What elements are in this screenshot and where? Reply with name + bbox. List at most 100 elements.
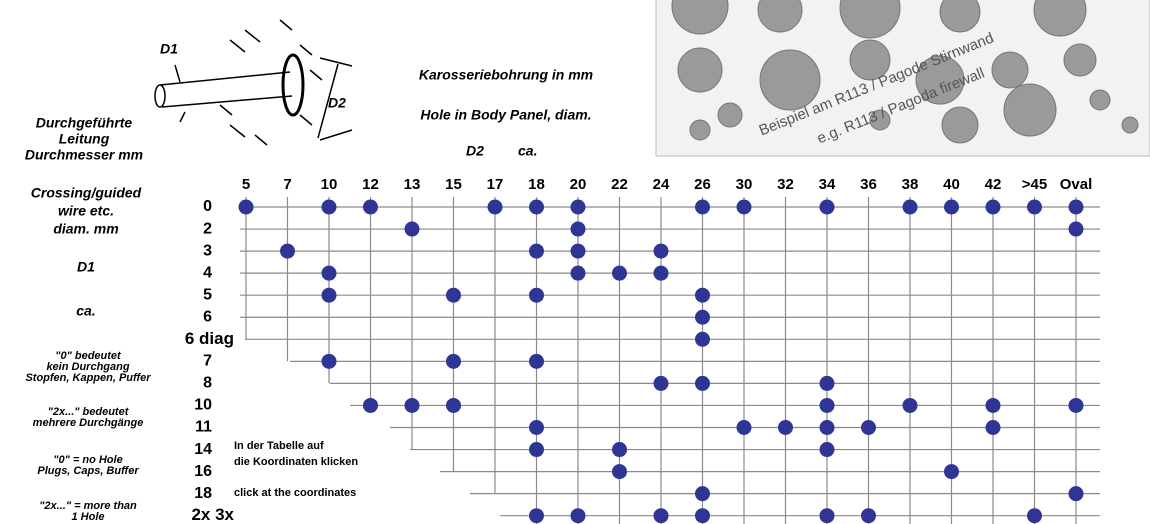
column-label: 22 — [611, 176, 628, 193]
column-label: 24 — [653, 176, 670, 193]
row-label: 16 — [194, 463, 212, 480]
coordinate-dot[interactable] — [280, 243, 295, 259]
coordinate-dot[interactable] — [985, 420, 1001, 435]
coordinate-dot[interactable] — [404, 221, 420, 237]
illustration — [154, 19, 353, 146]
wire-caption-line: Durchgeführte — [36, 115, 133, 131]
ca-row-caption: ca. — [76, 303, 95, 319]
coordinate-dot[interactable] — [570, 221, 586, 237]
coordinate-dot[interactable] — [778, 420, 793, 435]
coordinate-dot[interactable] — [985, 199, 1001, 215]
column-label: 18 — [528, 176, 545, 193]
row-label: 2 — [203, 220, 212, 237]
row-caption: Crossing/guided wire etc. diam. mm — [31, 185, 142, 237]
coordinate-dot[interactable] — [529, 353, 544, 369]
coordinate-dot[interactable] — [736, 199, 752, 215]
coordinate-dot[interactable] — [819, 375, 835, 391]
coordinate-dot[interactable] — [819, 420, 835, 435]
coordinate-dot[interactable] — [321, 199, 337, 215]
coordinate-dot[interactable] — [321, 265, 337, 281]
coordinate-dot[interactable] — [529, 287, 544, 303]
coordinate-dot[interactable] — [363, 397, 378, 413]
coordinate-dot[interactable] — [653, 508, 669, 524]
column-label: 5 — [242, 176, 250, 193]
coordinate-dot[interactable] — [653, 265, 669, 281]
coordinate-dot[interactable] — [612, 265, 627, 281]
grid: 5 7 10 12 13 15 17 18 20 22 24 26 30 32 34 36 38 40 42 >45 O… — [185, 176, 1100, 524]
coordinate-dot[interactable] — [321, 287, 337, 303]
coordinate-dot[interactable] — [1027, 508, 1042, 524]
coordinate-dot[interactable] — [695, 486, 710, 502]
coordinate-dot[interactable] — [819, 508, 835, 524]
hole-caption-de: Karosseriebohrung in mm — [419, 67, 593, 83]
coordinate-dot[interactable] — [529, 420, 544, 435]
coordinate-dot[interactable] — [529, 508, 544, 524]
column-label: >45 — [1022, 176, 1047, 193]
row-label: 14 — [194, 441, 212, 458]
coordinate-dot[interactable] — [446, 353, 461, 369]
row-label: 6 — [203, 308, 212, 325]
coordinate-dot[interactable] — [1068, 397, 1084, 413]
note-line: Stopfen, Kappen, Puffer — [25, 372, 151, 384]
d1-label: D1 — [160, 41, 178, 57]
coordinate-dot[interactable] — [861, 508, 876, 524]
coordinate-dot[interactable] — [529, 442, 544, 458]
coordinate-dot[interactable] — [819, 397, 835, 413]
coordinate-dot[interactable] — [985, 397, 1001, 413]
row-label: 11 — [195, 419, 212, 436]
coordinate-dot[interactable] — [404, 397, 420, 413]
wire-caption-line: Leitung — [59, 131, 110, 147]
coordinate-dot[interactable] — [819, 199, 835, 215]
row-label: 6 diag — [185, 329, 234, 348]
note-line: "0" = no Hole — [53, 454, 122, 466]
coordinate-dot[interactable] — [1068, 221, 1084, 237]
row-caption-line: diam. mm — [53, 221, 118, 237]
column-label: 30 — [736, 176, 753, 193]
coordinate-dot[interactable] — [570, 243, 586, 259]
row-label: 7 — [203, 353, 212, 370]
coordinate-dot[interactable] — [612, 464, 627, 480]
d2-label: D2 — [328, 95, 346, 111]
coordinate-dot[interactable] — [487, 199, 503, 215]
coordinate-dot[interactable] — [861, 420, 876, 435]
coordinate-dot[interactable] — [944, 199, 959, 215]
column-label: Oval — [1060, 176, 1093, 193]
coordinate-dot[interactable] — [1068, 199, 1084, 215]
coordinate-dot[interactable] — [321, 353, 337, 369]
coordinate-dot[interactable] — [902, 199, 918, 215]
column-label: 15 — [445, 176, 462, 193]
coordinate-dot[interactable] — [695, 199, 710, 215]
coordinate-dot[interactable] — [1068, 486, 1084, 502]
photo: Beispiel am R113 / Pagode Stirnwand e.g.… — [655, 0, 1150, 157]
coordinate-dot[interactable] — [570, 199, 586, 215]
coordinate-dot[interactable] — [529, 199, 544, 215]
coordinate-dot[interactable] — [695, 309, 710, 325]
row-caption-line: Crossing/guided — [31, 185, 142, 201]
coordinate-dot[interactable] — [695, 508, 710, 524]
column-label: 38 — [902, 176, 919, 193]
note-line: 1 Hole — [71, 511, 104, 523]
coordinate-dot[interactable] — [363, 199, 378, 215]
column-label: 40 — [943, 176, 960, 193]
coordinate-dot[interactable] — [529, 243, 544, 259]
coordinate-dot[interactable] — [1027, 199, 1042, 215]
column-label: 10 — [321, 176, 338, 193]
coordinate-dot[interactable] — [653, 243, 669, 259]
coordinate-dot[interactable] — [902, 397, 918, 413]
coordinate-dot[interactable] — [238, 199, 254, 215]
coordinate-dot[interactable] — [653, 375, 669, 391]
coordinate-dot[interactable] — [944, 464, 959, 480]
coordinate-dot[interactable] — [695, 331, 710, 347]
coordinate-dot[interactable] — [736, 420, 752, 435]
row-label: 10 — [194, 397, 212, 414]
coordinate-dot[interactable] — [695, 287, 710, 303]
coordinate-dot[interactable] — [570, 265, 586, 281]
coordinate-dot[interactable] — [819, 442, 835, 458]
note-line: "2x..." bedeutet — [48, 406, 130, 418]
coordinate-dot[interactable] — [612, 442, 627, 458]
coordinate-dot[interactable] — [446, 287, 461, 303]
coordinate-dot[interactable] — [446, 397, 461, 413]
coordinate-dot[interactable] — [570, 508, 586, 524]
coordinate-dot[interactable] — [695, 375, 710, 391]
